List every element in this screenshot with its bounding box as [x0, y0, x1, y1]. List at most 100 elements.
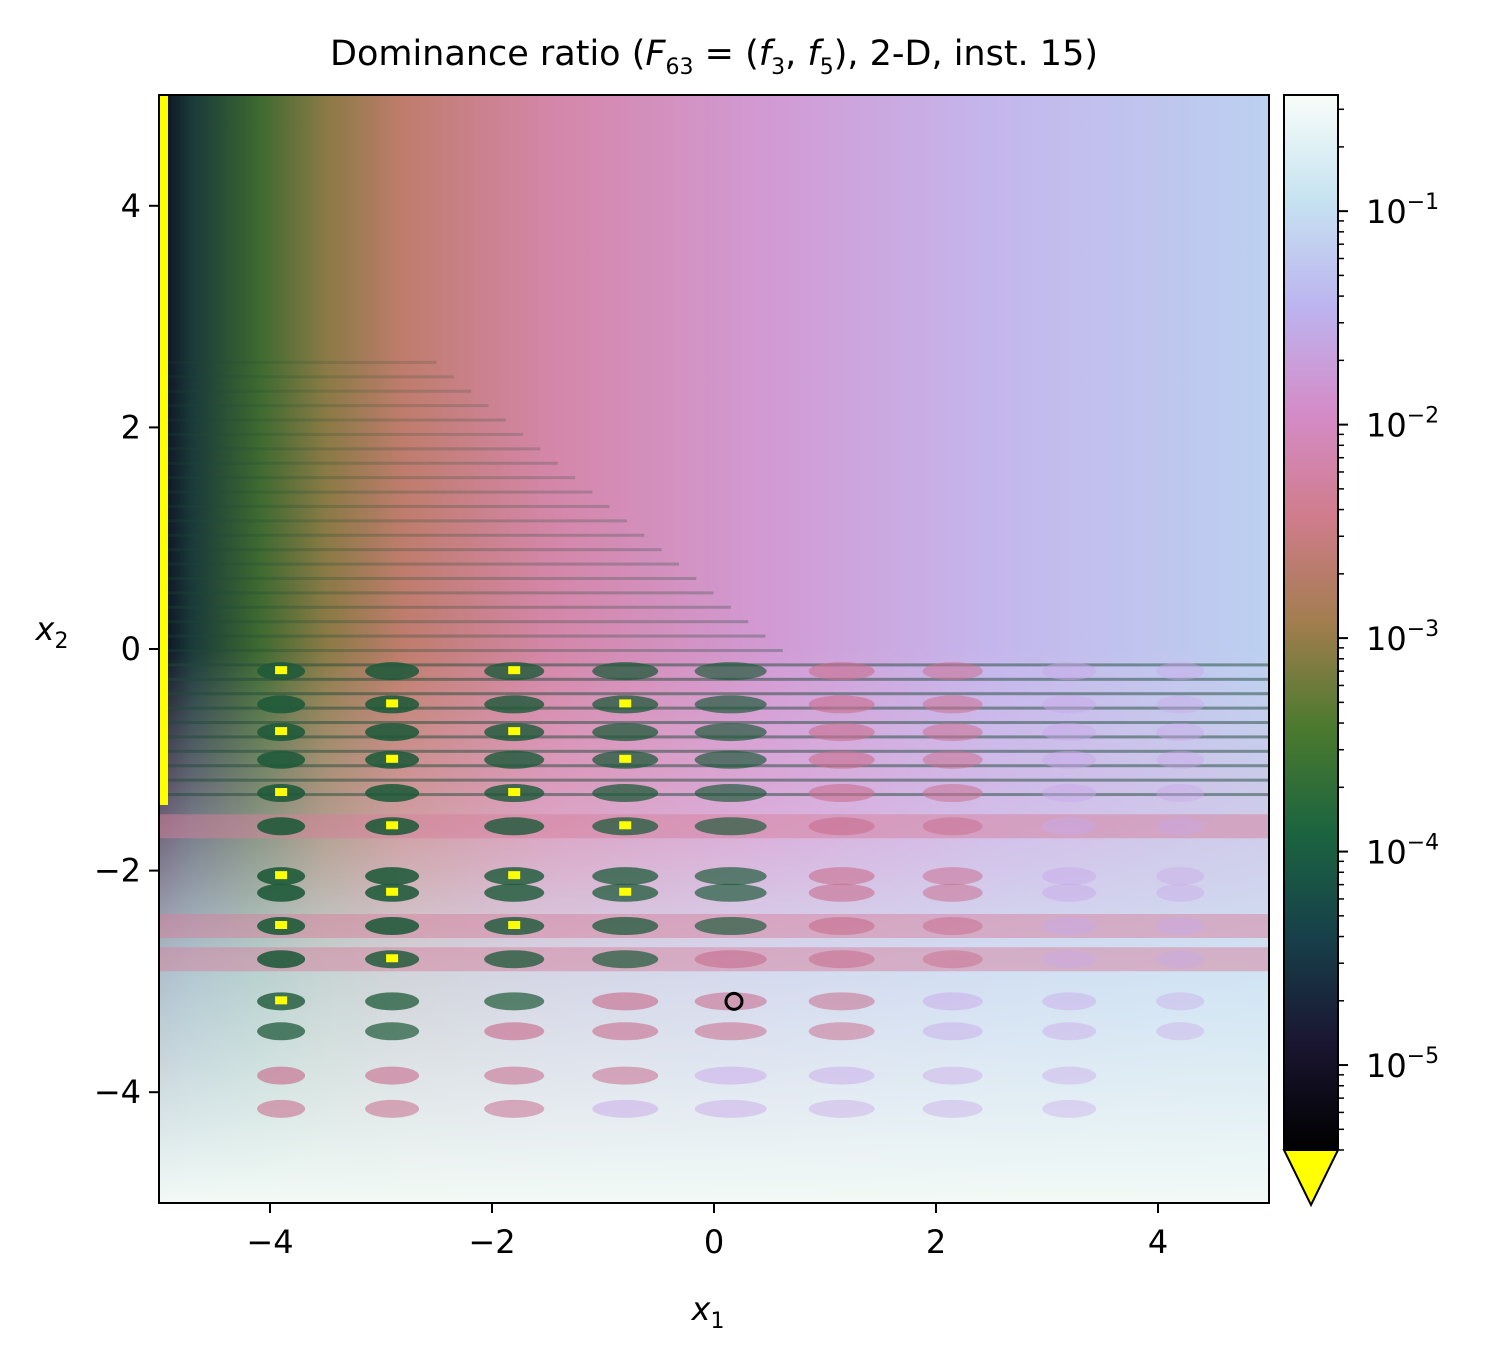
ratio-blob	[808, 992, 875, 1011]
colorbar-frame	[1283, 94, 1339, 1150]
ratio-blob	[365, 784, 420, 803]
heatmap-stripes	[159, 360, 1269, 972]
ripple-stripe	[159, 418, 506, 422]
ripple-stripe	[159, 504, 610, 508]
ratio-blob	[484, 1066, 545, 1085]
x-tick-label: 2	[926, 1223, 946, 1261]
ripple-stripe	[159, 461, 558, 465]
ratio-blob	[922, 1022, 983, 1041]
ratio-blob	[257, 695, 306, 714]
ratio-blob	[365, 867, 420, 886]
ratio-blob	[1042, 883, 1097, 902]
ratio-blob	[257, 750, 306, 769]
underflow-pixel	[386, 887, 399, 896]
ratio-blob	[1156, 784, 1205, 803]
ratio-blob	[257, 883, 306, 902]
ratio-blob	[484, 695, 545, 714]
ratio-blob	[694, 883, 767, 902]
ripple-stripe	[159, 649, 783, 652]
ratio-blob	[592, 917, 659, 935]
ratio-blob	[922, 662, 983, 681]
ratio-blob	[365, 1066, 420, 1085]
underflow-pixel	[386, 699, 399, 708]
ratio-blob	[808, 950, 875, 969]
ratio-blob	[365, 1099, 420, 1118]
ratio-blob	[808, 867, 875, 886]
x-axis: −4 −2 0 2 4	[246, 1203, 1168, 1261]
ratio-blob	[257, 1066, 306, 1085]
ripple-stripe	[159, 605, 731, 609]
ripple-stripe	[159, 749, 1269, 753]
ratio-blob	[694, 867, 767, 886]
underflow-pixel	[275, 921, 288, 929]
underflow-pixel	[275, 996, 288, 1005]
underflow-pixel	[619, 754, 632, 763]
ratio-blob	[1042, 950, 1097, 969]
x-tick-label: 0	[704, 1223, 724, 1261]
underflow-pixel	[508, 921, 521, 929]
underflow-pixel	[619, 821, 632, 830]
ratio-blob	[808, 695, 875, 714]
colorbar-tick-label: 10−2	[1366, 404, 1439, 445]
underflow-pixel	[386, 754, 399, 763]
colorbar-tick-label: 10−1	[1366, 190, 1439, 231]
ratio-blob	[922, 1099, 983, 1118]
ripple-stripe	[159, 692, 1269, 696]
ratio-blob	[694, 992, 767, 1011]
x-axis-label: x1	[691, 1290, 725, 1334]
ratio-blob	[922, 867, 983, 886]
ratio-blob	[1156, 817, 1205, 836]
ratio-blob	[808, 917, 875, 935]
ratio-blob	[808, 883, 875, 902]
ripple-stripe	[159, 721, 1269, 725]
heatmap-fade	[159, 95, 1269, 1203]
y-tick-label: 2	[121, 408, 141, 446]
ratio-blob	[592, 992, 659, 1011]
ratio-blob	[808, 1066, 875, 1085]
ripple-stripe	[159, 375, 454, 379]
colorbar-under-extension	[1282, 1149, 1340, 1208]
ratio-blob	[808, 1099, 875, 1118]
ripple-stripe	[159, 677, 1269, 681]
ratio-blob	[365, 662, 420, 681]
ratio-blob	[1156, 750, 1205, 769]
ratio-blob	[484, 950, 545, 969]
underflow-pixel	[275, 788, 288, 797]
ratio-blob	[1042, 750, 1097, 769]
ratio-blob	[592, 1022, 659, 1041]
ratio-blob	[808, 784, 875, 803]
ratio-blob	[592, 867, 659, 886]
ratio-blob	[484, 992, 545, 1011]
ripple-stripe	[159, 576, 697, 580]
ratio-blob	[592, 1099, 659, 1118]
underflow-pixel	[275, 727, 288, 736]
ratio-blob	[922, 723, 983, 742]
ratio-blob	[922, 950, 983, 969]
ratio-blob	[484, 1099, 545, 1118]
ratio-blob	[1042, 695, 1097, 714]
ripple-stripe	[159, 360, 437, 364]
ratio-blob	[365, 992, 420, 1011]
ratio-blob	[365, 1022, 420, 1041]
ratio-blob	[1042, 867, 1097, 886]
y-axis: −4 −2 0 2 4	[94, 187, 159, 1111]
ratio-blob	[922, 784, 983, 803]
ratio-blob	[922, 750, 983, 769]
ratio-blob	[1156, 992, 1205, 1011]
ratio-blob	[257, 1022, 306, 1041]
underflow-pixel	[275, 666, 288, 675]
ripple-stripe	[159, 778, 1269, 782]
y-tick-label: 4	[121, 187, 141, 225]
ratio-blob	[808, 1022, 875, 1041]
ripple-stripe	[159, 634, 766, 638]
ratio-blob	[257, 950, 306, 969]
x-tick-label: −2	[468, 1223, 515, 1261]
underflow-pixel	[619, 699, 632, 708]
ratio-blob	[1042, 992, 1097, 1011]
y-axis-label: x2	[35, 610, 69, 654]
underflow-pixel	[275, 871, 288, 880]
ripple-stripe	[159, 533, 645, 537]
y-tick-label: −2	[94, 852, 141, 890]
ratio-blob	[592, 784, 659, 803]
ratio-blob	[694, 1066, 767, 1085]
